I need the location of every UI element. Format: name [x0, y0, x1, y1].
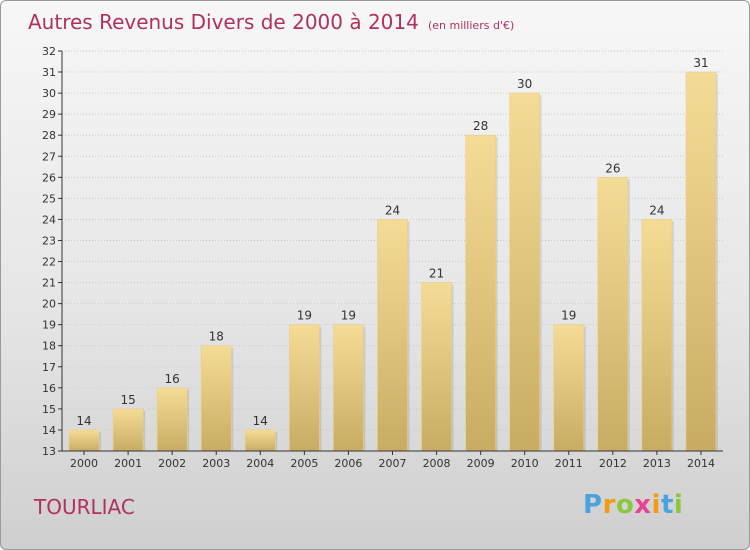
- bar: [68, 429, 100, 452]
- bar: [289, 324, 320, 452]
- y-tick-label: 17: [42, 361, 56, 374]
- bar: [597, 177, 629, 452]
- y-tick-label: 13: [42, 445, 56, 458]
- x-tick-label: 2001: [114, 457, 142, 470]
- x-tick-label: 2008: [423, 457, 451, 470]
- y-tick-label: 22: [42, 256, 56, 269]
- y-tick-label: 19: [42, 319, 56, 332]
- bar: [245, 429, 276, 452]
- logo-letter: i: [651, 490, 661, 520]
- bar-value-label: 19: [341, 309, 356, 323]
- title-main: Autres Revenus Divers de 2000 à 2014: [28, 10, 419, 34]
- y-tick-label: 25: [42, 192, 56, 205]
- bar: [641, 219, 673, 452]
- logo-letter: o: [615, 490, 635, 520]
- y-tick-label: 29: [42, 108, 56, 121]
- y-tick-label: 31: [42, 66, 56, 79]
- proxiti-logo: Proxiti: [583, 490, 683, 520]
- x-tick-label: 2000: [70, 457, 98, 470]
- bar: [421, 282, 452, 452]
- bar-value-label: 19: [297, 309, 312, 323]
- logo-letter: i: [673, 490, 684, 520]
- bar-value-label: 19: [561, 309, 576, 323]
- bar: [112, 408, 144, 452]
- x-tick-label: 2007: [379, 457, 407, 470]
- logo-letter: P: [583, 490, 603, 520]
- bar: [333, 324, 364, 452]
- bar-value-label: 18: [209, 330, 224, 344]
- commune-name: TOURLIAC: [34, 495, 135, 519]
- x-tick-label: 2005: [290, 457, 318, 470]
- y-tick-label: 21: [42, 277, 56, 290]
- y-tick-label: 18: [42, 340, 56, 353]
- y-tick-label: 23: [42, 234, 56, 247]
- y-tick-label: 28: [42, 129, 56, 142]
- bar: [156, 387, 188, 452]
- y-tick-label: 24: [42, 213, 56, 226]
- bar: [377, 219, 408, 452]
- bar: [465, 134, 496, 452]
- x-tick-label: 2014: [687, 457, 715, 470]
- y-tick-label: 26: [42, 171, 56, 184]
- y-tick-label: 27: [42, 150, 56, 163]
- bar-value-label: 14: [76, 414, 91, 428]
- x-tick-label: 2013: [643, 457, 671, 470]
- y-tick-label: 14: [42, 424, 56, 437]
- x-tick-label: 2012: [599, 457, 627, 470]
- bar: [553, 324, 585, 452]
- title-unit: (en milliers d'€): [427, 19, 515, 32]
- bar-value-label: 21: [429, 267, 444, 281]
- logo-letter: r: [602, 490, 616, 520]
- y-tick-label: 16: [42, 382, 56, 395]
- logo-letter: x: [634, 490, 652, 520]
- bar-value-label: 26: [605, 161, 620, 175]
- y-tick-label: 32: [42, 45, 56, 58]
- logo-letter: t: [660, 490, 674, 520]
- y-tick-label: 20: [42, 298, 56, 311]
- x-tick-label: 2010: [511, 457, 539, 470]
- bar-value-label: 16: [165, 372, 180, 386]
- bar-value-label: 24: [385, 203, 400, 217]
- x-tick-label: 2003: [202, 457, 230, 470]
- x-tick-label: 2004: [246, 457, 274, 470]
- bar-value-label: 24: [649, 203, 664, 217]
- bar-value-label: 31: [693, 56, 708, 70]
- y-tick-label: 15: [42, 403, 56, 416]
- bar: [685, 71, 717, 452]
- bar: [200, 345, 232, 452]
- x-tick-label: 2011: [555, 457, 583, 470]
- bar-value-label: 28: [473, 119, 488, 133]
- y-tick-label: 30: [42, 87, 56, 100]
- bar-value-label: 14: [253, 414, 268, 428]
- bar-value-label: 30: [517, 77, 532, 91]
- chart-title: Autres Revenus Divers de 2000 à 2014 (en…: [28, 10, 514, 34]
- x-tick-label: 2002: [158, 457, 186, 470]
- bar: [509, 92, 541, 452]
- x-tick-label: 2006: [334, 457, 362, 470]
- bar-value-label: 15: [120, 393, 135, 407]
- x-tick-label: 2009: [467, 457, 495, 470]
